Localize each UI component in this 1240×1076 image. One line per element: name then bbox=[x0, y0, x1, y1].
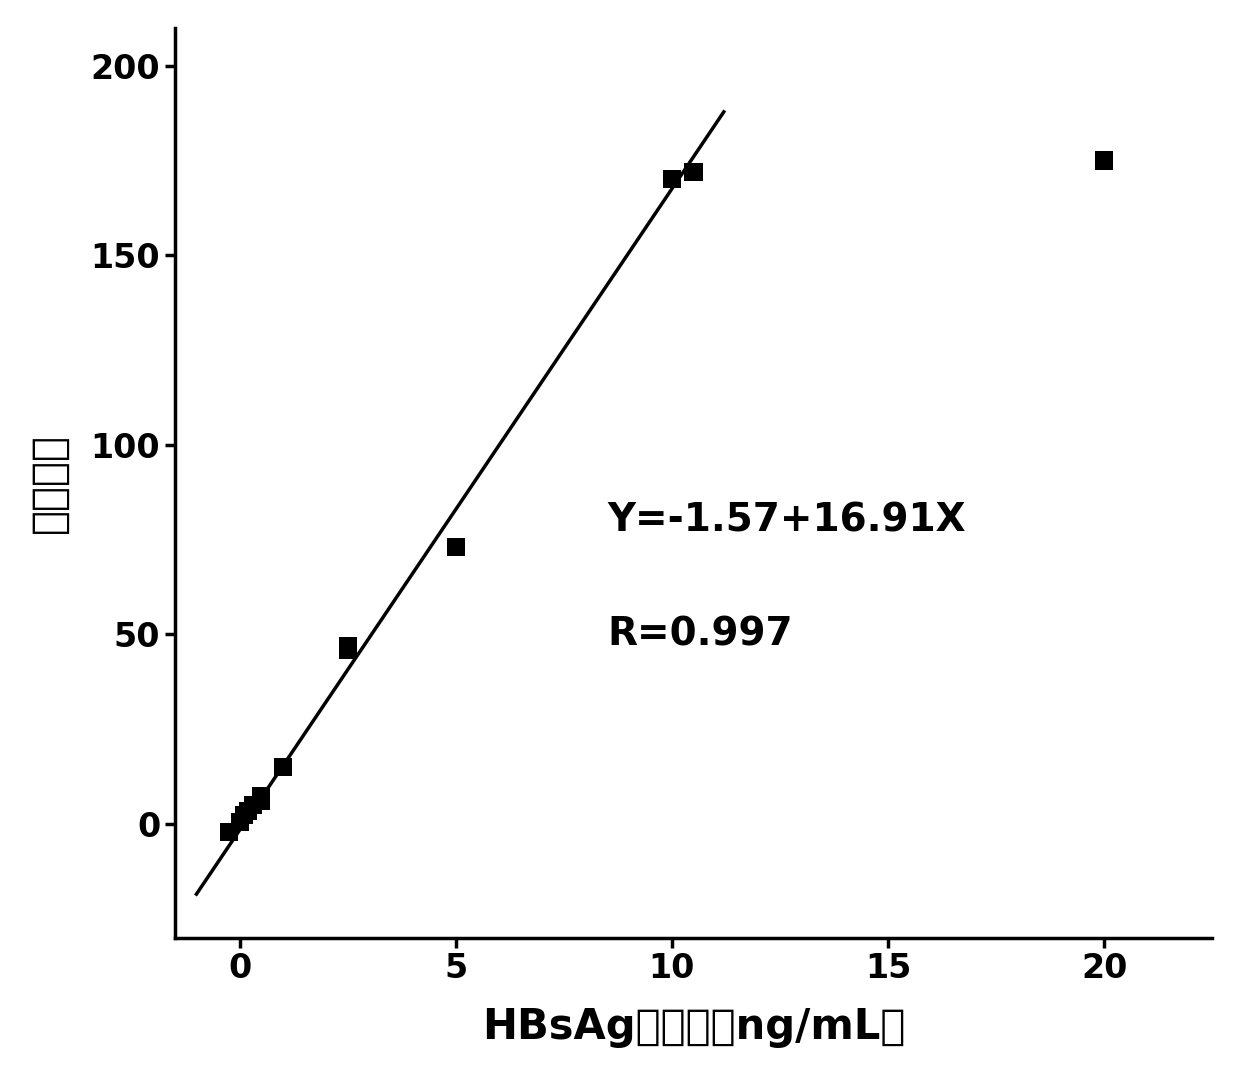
Point bbox=[273, 759, 293, 776]
Point bbox=[238, 803, 258, 820]
Point bbox=[683, 164, 703, 181]
Point bbox=[252, 787, 272, 804]
Y-axis label: 荧光强度: 荧光强度 bbox=[27, 433, 69, 533]
Point bbox=[337, 637, 357, 654]
Point bbox=[234, 806, 254, 823]
Point bbox=[219, 823, 239, 840]
Text: Y=-1.57+16.91X: Y=-1.57+16.91X bbox=[608, 501, 966, 540]
Point bbox=[229, 813, 249, 831]
Point bbox=[446, 539, 466, 556]
Point bbox=[252, 793, 272, 810]
Point bbox=[337, 641, 357, 659]
Point bbox=[243, 796, 263, 813]
Point bbox=[662, 171, 682, 188]
Text: R=0.997: R=0.997 bbox=[608, 615, 792, 653]
Point bbox=[1094, 152, 1114, 169]
X-axis label: HBsAg的浓度（ng/mL）: HBsAg的浓度（ng/mL） bbox=[482, 1006, 905, 1048]
